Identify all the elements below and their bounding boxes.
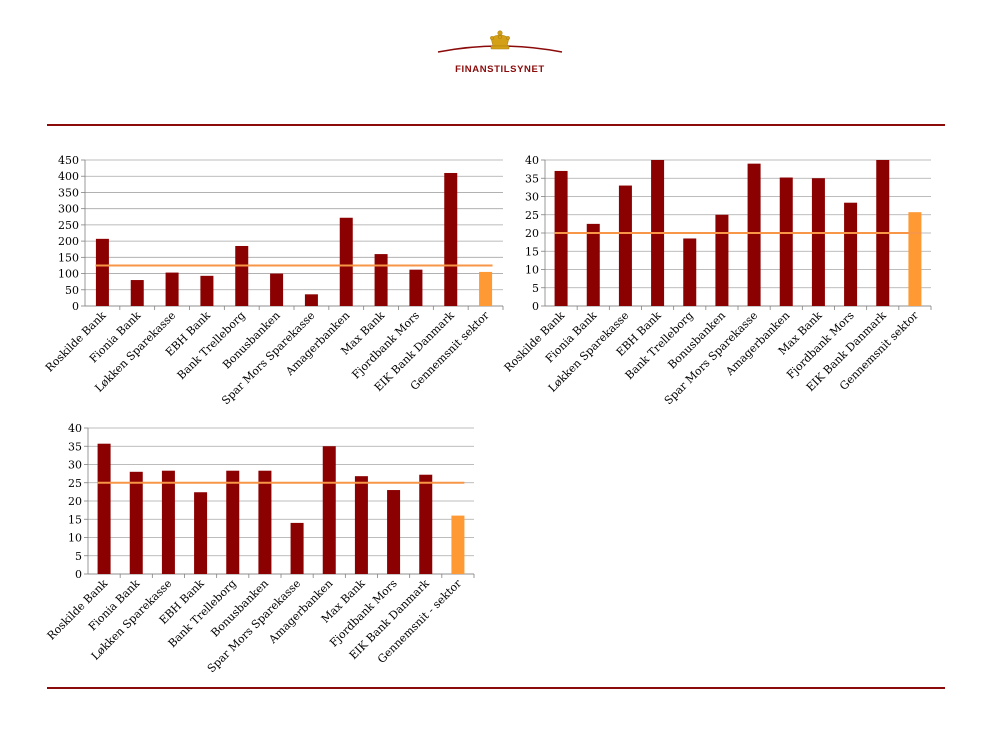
y-tick-label: 0: [75, 568, 82, 581]
y-tick-label: 30: [525, 191, 539, 204]
bar: [618, 185, 632, 306]
bar: [200, 275, 214, 306]
crown-icon: [437, 30, 563, 53]
y-tick-label: 250: [58, 219, 79, 232]
bar: [290, 522, 304, 574]
y-tick-label: 20: [68, 495, 82, 508]
y-tick-label: 300: [58, 203, 79, 216]
y-tick-label: 10: [525, 264, 539, 277]
bar: [270, 273, 284, 306]
bar: [554, 170, 568, 306]
bar: [715, 214, 729, 306]
y-tick-label: 400: [58, 170, 79, 183]
finanstilsynet-logo: FINANSTILSYNET: [430, 28, 570, 80]
bar: [419, 474, 433, 574]
top-divider: [47, 124, 945, 126]
bottom-divider: [47, 687, 945, 689]
bar: [339, 217, 353, 306]
chart-1: 0 50 100 150 200 250 300 350 400 450 Roskilde Bank…: [30, 150, 504, 414]
y-tick-label: 15: [68, 513, 82, 526]
bar: [747, 163, 761, 306]
bar: [165, 272, 179, 306]
bar: [683, 238, 697, 306]
bar: [844, 202, 858, 306]
bar: [235, 245, 249, 306]
bar: [908, 212, 922, 306]
bar: [387, 490, 401, 574]
y-tick-label: 150: [58, 251, 79, 264]
chart-2: 0 5 10 15 20 25 30 35 40 Roskilde Bank Fionia Bank…: [495, 150, 945, 414]
y-tick-label: 35: [68, 440, 82, 453]
y-tick-label: 25: [525, 209, 539, 222]
bar: [97, 443, 111, 574]
logo-text: FINANSTILSYNET: [455, 64, 545, 75]
y-tick-label: 40: [525, 154, 539, 167]
y-tick-label: 0: [532, 300, 539, 313]
chart-1-svg: 0 50 100 150 200 250 300 350 400 450 Roskilde Bank…: [43, 154, 504, 407]
bar: [129, 471, 143, 574]
bar: [479, 271, 493, 306]
y-tick-label: 200: [58, 235, 79, 248]
bar: [322, 446, 336, 574]
y-tick-label: 50: [65, 284, 79, 297]
bar: [130, 280, 144, 306]
category-label: Roskilde Bank: [43, 309, 109, 375]
y-tick-label: 10: [68, 532, 82, 545]
bar: [409, 269, 423, 306]
y-tick-label: 40: [68, 422, 82, 435]
bar: [444, 172, 458, 306]
bar: [95, 238, 109, 306]
bar: [779, 177, 793, 306]
y-tick-label: 20: [525, 227, 539, 240]
bar: [161, 470, 175, 574]
y-tick-label: 15: [525, 245, 539, 258]
y-tick-label: 450: [58, 154, 79, 167]
y-tick-label: 5: [532, 282, 539, 295]
chart-3: 0 5 10 15 20 25 30 35 40 Roskilde Bank Fionia Bank…: [30, 418, 480, 682]
y-tick-label: 35: [525, 172, 539, 185]
y-tick-label: 30: [68, 459, 82, 472]
y-tick-label: 100: [58, 268, 79, 281]
bar: [226, 470, 240, 574]
bar: [194, 492, 208, 574]
bar: [258, 470, 272, 574]
bar: [354, 476, 368, 574]
bar: [304, 294, 318, 306]
bar: [374, 254, 388, 306]
bar: [586, 223, 600, 306]
y-tick-label: 0: [72, 300, 79, 313]
bar: [811, 178, 825, 306]
bar: [451, 515, 465, 574]
y-tick-label: 25: [68, 477, 82, 490]
y-tick-label: 350: [58, 186, 79, 199]
y-tick-label: 5: [75, 550, 82, 563]
